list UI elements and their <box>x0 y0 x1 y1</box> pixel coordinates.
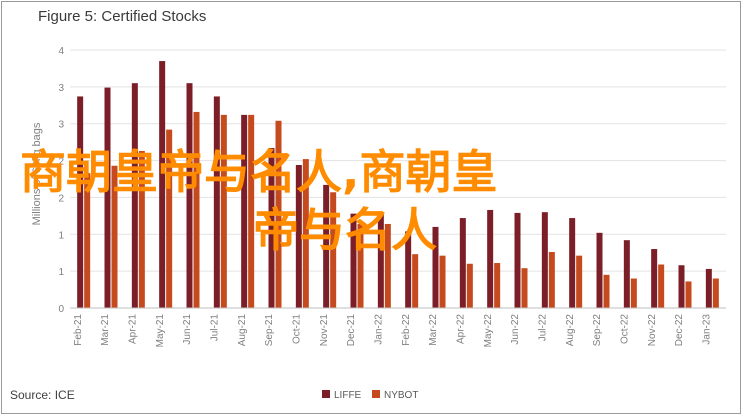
bar-nybot <box>330 192 337 308</box>
y-tick-label: 1 <box>58 267 64 278</box>
x-tick-label: Dec-22 <box>674 314 685 347</box>
x-tick-label: May-21 <box>155 314 166 348</box>
bar-nybot <box>712 278 719 308</box>
bar-liffe <box>487 209 494 308</box>
x-tick-label: Aug-21 <box>237 314 248 347</box>
bar-nybot <box>548 251 555 308</box>
bar-layer <box>77 61 719 309</box>
x-tick-label: Mar-22 <box>428 314 439 346</box>
watermark-line-2: 帝与名人 <box>253 203 437 257</box>
bar-nybot <box>576 255 583 308</box>
bar-liffe <box>405 231 412 308</box>
bar-nybot <box>384 223 391 308</box>
bar-liffe <box>77 96 84 308</box>
bar-liffe <box>569 218 576 308</box>
bar-nybot <box>138 150 145 308</box>
axis-layer: 0 1 1 2 2 3 3 4 Millions of 60kg bags Feb-21 Mar-2… <box>31 46 726 347</box>
bar-nybot <box>84 173 91 308</box>
bar-liffe <box>651 249 658 308</box>
bar-nybot <box>412 254 419 308</box>
bar-nybot <box>166 129 173 308</box>
bar-nybot <box>521 268 528 308</box>
bar-liffe <box>241 114 248 309</box>
legend-swatch-nybot <box>372 390 380 398</box>
y-tick-label: 3 <box>58 120 64 131</box>
bar-liffe <box>186 83 193 309</box>
y-tick-label: 2 <box>58 157 64 168</box>
x-tick-label: Jul-21 <box>210 314 221 342</box>
bar-nybot <box>603 274 610 308</box>
bar-nybot <box>630 278 637 308</box>
x-tick-label: Jan-22 <box>374 314 385 345</box>
bar-liffe <box>623 240 630 308</box>
bar-nybot <box>658 264 665 308</box>
bar-nybot <box>357 223 364 308</box>
x-tick-label: Jun-22 <box>510 314 521 345</box>
bar-liffe <box>159 61 166 308</box>
bar-nybot <box>302 159 309 308</box>
x-tick-label: Dec-21 <box>346 314 357 347</box>
x-tick-label: Mar-21 <box>100 314 111 346</box>
x-tick-label: May-22 <box>483 314 494 348</box>
bar-nybot <box>193 111 200 308</box>
bar-nybot <box>248 114 255 309</box>
y-axis-title: Millions of 60kg bags <box>31 122 43 225</box>
bar-liffe <box>678 265 685 308</box>
chart-title: Figure 5: Certified Stocks <box>38 8 207 25</box>
x-tick-label: Nov-22 <box>647 314 658 347</box>
x-tick-label: Jun-21 <box>182 314 193 345</box>
bar-nybot <box>220 114 227 309</box>
bar-liffe <box>514 212 521 308</box>
x-tick-label: Oct-21 <box>292 314 303 344</box>
y-tick-label: 2 <box>58 193 64 204</box>
legend-swatch-liffe <box>322 390 330 398</box>
bar-liffe <box>323 184 330 308</box>
bar-liffe <box>596 232 603 308</box>
bar-liffe <box>295 164 302 308</box>
x-tick-label: Jan-23 <box>702 314 713 345</box>
bar-nybot <box>494 263 501 308</box>
bar-nybot <box>439 255 446 308</box>
x-tick-label: Aug-22 <box>565 314 576 347</box>
source-note: Source: ICE <box>10 388 75 402</box>
bar-nybot <box>275 120 282 308</box>
x-tick-label: Jul-22 <box>538 314 549 342</box>
bar-liffe <box>213 96 220 308</box>
bar-liffe <box>131 83 138 309</box>
x-tick-label: Sep-22 <box>592 314 603 347</box>
y-tick-label: 1 <box>58 230 64 241</box>
y-tick-label: 0 <box>58 304 64 315</box>
bar-liffe <box>705 268 712 308</box>
bar-liffe <box>104 87 111 308</box>
x-tick-label: Feb-22 <box>401 314 412 346</box>
y-tick-label: 3 <box>58 83 64 94</box>
bar-nybot <box>111 165 118 308</box>
x-tick-label: Sep-21 <box>264 314 275 347</box>
x-tick-label: Nov-21 <box>319 314 330 347</box>
bar-liffe <box>268 148 275 308</box>
y-tick-label: 4 <box>58 46 64 57</box>
x-tick-label: Feb-21 <box>73 314 84 346</box>
legend: LIFFE NYBOT <box>322 390 418 401</box>
bar-liffe <box>350 213 357 308</box>
bar-liffe <box>541 212 548 308</box>
bar-liffe <box>432 226 439 308</box>
x-tick-label: Oct-22 <box>620 314 631 344</box>
legend-label-nybot: NYBOT <box>384 390 418 401</box>
grid-layer <box>70 49 726 272</box>
x-tick-label: Apr-22 <box>456 314 467 344</box>
bar-nybot <box>685 281 692 308</box>
bar-liffe <box>377 213 384 308</box>
watermark-overlay: 商朝皇帝与名人,商朝皇 帝与名人 <box>20 143 740 259</box>
x-tick-label: Apr-21 <box>128 314 139 344</box>
watermark-line-1: 商朝皇帝与名人,商朝皇 <box>20 145 498 199</box>
bar-liffe <box>459 218 466 308</box>
legend-label-liffe: LIFFE <box>334 390 362 401</box>
bar-nybot <box>466 263 473 308</box>
